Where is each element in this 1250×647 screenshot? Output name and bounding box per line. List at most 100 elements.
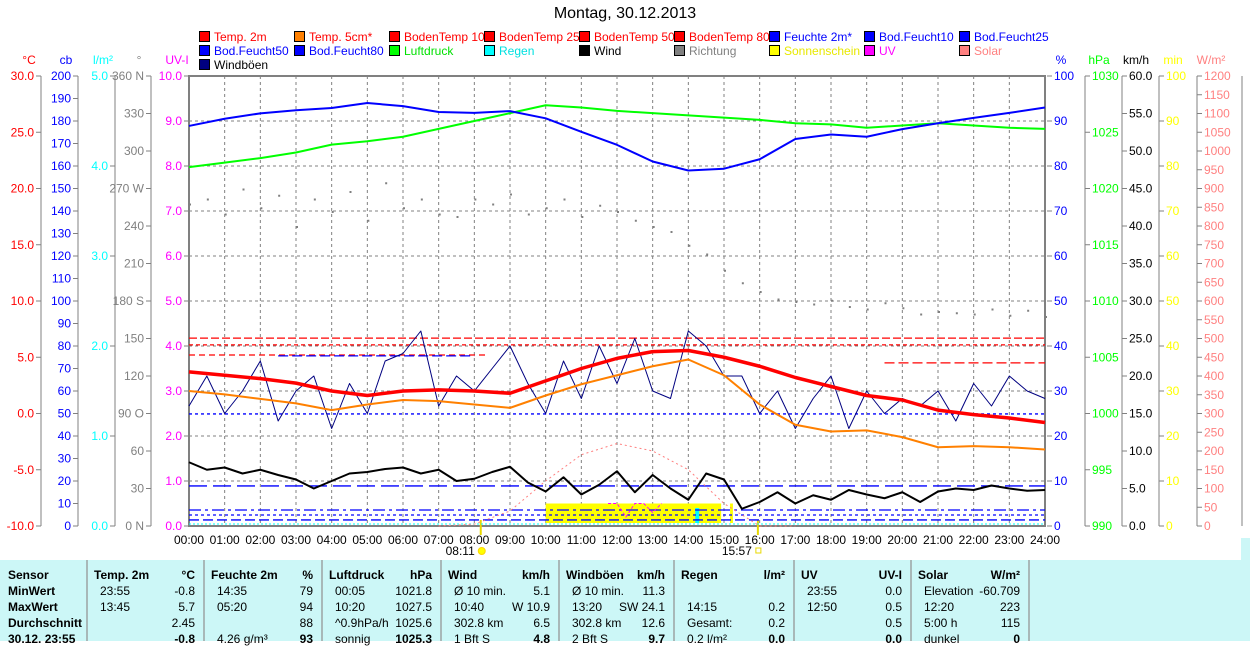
weather-chart: °C -10.0 -5.0 0.0 5.0 10.0 15.0 20.0 25.0 30.0 cb 0… <box>7 53 1243 558</box>
axis-tick-label: 130 <box>51 227 71 241</box>
cell-value: 94 <box>299 600 313 614</box>
axis-tick-label: 40 <box>1054 339 1068 353</box>
axis-tick-label: 50 <box>1166 294 1180 308</box>
x-tick-label: 22:00 <box>959 533 989 547</box>
axis-tick-label: 6.0 <box>165 249 182 263</box>
axis-hum: % 0 10 20 30 40 50 60 70 80 90 100 <box>1047 53 1074 533</box>
axis-tick-label: 5.0 <box>1129 482 1146 496</box>
cell-value: 0.5 <box>885 600 902 614</box>
axis-tick-label: 170 <box>51 137 71 151</box>
cell-value: 0.2 <box>768 616 785 630</box>
x-tick-label: 01:00 <box>210 533 240 547</box>
axis-tick-label: 150 <box>1204 463 1224 477</box>
cell-label: 4.26 g/m³ <box>217 632 268 646</box>
legend-swatch <box>959 31 970 42</box>
axis-tick-label: 55.0 <box>1129 107 1153 121</box>
direction-point <box>831 299 833 302</box>
axis-tick-label: 30.0 <box>1129 294 1153 308</box>
cell-value: 79 <box>299 584 313 598</box>
cell-label: 05:20 <box>217 600 248 614</box>
x-tick-label: 24:00 <box>1030 533 1060 547</box>
cell-value: 9.7 <box>648 632 665 646</box>
axis-rain: l/m² 0.0 1.0 2.0 3.0 4.0 5.0 <box>91 53 116 533</box>
column-header: Regen <box>681 568 718 582</box>
cell-label: 10:20 <box>335 600 366 614</box>
axis-uv: UV-I 0.0 1.0 2.0 3.0 4.0 5.0 6.0 7.0 8.0 9.0 10.0 <box>159 53 189 533</box>
direction-point <box>652 226 655 228</box>
axis-tick-label: 80 <box>58 339 72 353</box>
direction-point <box>420 198 423 201</box>
axis-tick-label: 100 <box>51 294 71 308</box>
direction-point <box>634 219 637 222</box>
direction-point <box>545 207 548 210</box>
x-tick-label: 14:00 <box>673 533 703 547</box>
direction-point <box>206 198 209 201</box>
direction-point <box>474 198 477 201</box>
axis-tick-label: 0 <box>1204 519 1211 533</box>
scrollbar[interactable] <box>1241 538 1250 560</box>
sunshine-bar <box>545 503 722 523</box>
axis-tick-label: 300 <box>1204 407 1224 421</box>
direction-point <box>599 204 602 207</box>
axis-unit-label: W/m² <box>1197 53 1226 67</box>
direction-point <box>688 244 691 247</box>
stats-column: Sensor MinWert MaxWert Durchschnitt 30.12. 2… <box>0 560 88 646</box>
legend-swatch <box>674 31 685 42</box>
x-tick-label: 15:00 <box>709 533 739 547</box>
direction-point <box>224 213 227 216</box>
direction-point <box>296 226 298 228</box>
x-tick-label: 21:00 <box>923 533 953 547</box>
direction-point <box>189 203 191 206</box>
direction-point <box>902 307 905 310</box>
axis-tick-label: -5.0 <box>13 463 34 477</box>
axis-tick-label: 4.0 <box>165 339 182 353</box>
cell-value: 115 <box>1000 616 1020 630</box>
cell-value: 88 <box>299 616 313 630</box>
axis-tick-label: 0.0 <box>91 519 108 533</box>
axis-tick-label: 500 <box>1204 332 1224 346</box>
direction-point <box>724 269 726 272</box>
cell-value: -60.709 <box>979 584 1020 598</box>
cell-value: 1021.8 <box>395 584 432 598</box>
legend-swatch <box>484 45 495 56</box>
x-tick-label: 02:00 <box>245 533 275 547</box>
cell-label: 00:05 <box>335 584 366 598</box>
axis-tick-label: 20 <box>1166 429 1180 443</box>
axis-tick-label: 200 <box>1204 444 1224 458</box>
legend-label: Regen <box>499 44 535 58</box>
column-header: UV <box>801 568 818 582</box>
column-header: Luftdruck <box>329 568 385 582</box>
axis-tick-label: 0.0 <box>165 519 182 533</box>
legend-item: Bod.Feucht50 <box>199 44 289 58</box>
x-tick-label: 05:00 <box>352 533 382 547</box>
axis-tick-label: 30 <box>1054 384 1068 398</box>
axis-tick-label: 25.0 <box>1129 332 1153 346</box>
axis-tick-label: 350 <box>1204 388 1224 402</box>
cell-label: ^0.9hPa/h <box>335 616 389 630</box>
column-header: Temp. 2m <box>94 568 150 582</box>
legend-label: Temp. 5cm* <box>309 30 373 44</box>
cell-label: dunkel <box>924 632 960 646</box>
column-unit: km/h <box>521 568 550 582</box>
cell-value: 0.0 <box>768 632 785 646</box>
cell-label: Elevation <box>924 584 974 598</box>
direction-point <box>385 182 388 185</box>
axis-tick-label: 1010 <box>1092 294 1119 308</box>
x-tick-label: 19:00 <box>852 533 882 547</box>
axis-temp: °C -10.0 -5.0 0.0 5.0 10.0 15.0 20.0 25.0 30.0 <box>7 53 42 533</box>
axis-tick-label: 250 <box>1204 425 1224 439</box>
cell-label: 0.2 l/m² <box>687 632 728 646</box>
axis-tick-label: 20.0 <box>1129 369 1153 383</box>
legend-swatch <box>389 31 400 42</box>
series-temp-5cm <box>188 358 1046 451</box>
cell-value: 4.8 <box>533 632 550 646</box>
axis-tick-label: 70 <box>58 362 72 376</box>
legend-item: Windböen <box>199 58 268 72</box>
axis-tick-label: 1025 <box>1092 125 1119 139</box>
axis-tick-label: 450 <box>1204 350 1224 364</box>
axis-tick-label: 1.0 <box>91 429 108 443</box>
direction-point <box>581 216 584 218</box>
cell-label: sonnig <box>335 632 371 646</box>
axis-tick-label: 90 <box>1054 114 1068 128</box>
axis-tick-label: 35.0 <box>1129 257 1153 271</box>
